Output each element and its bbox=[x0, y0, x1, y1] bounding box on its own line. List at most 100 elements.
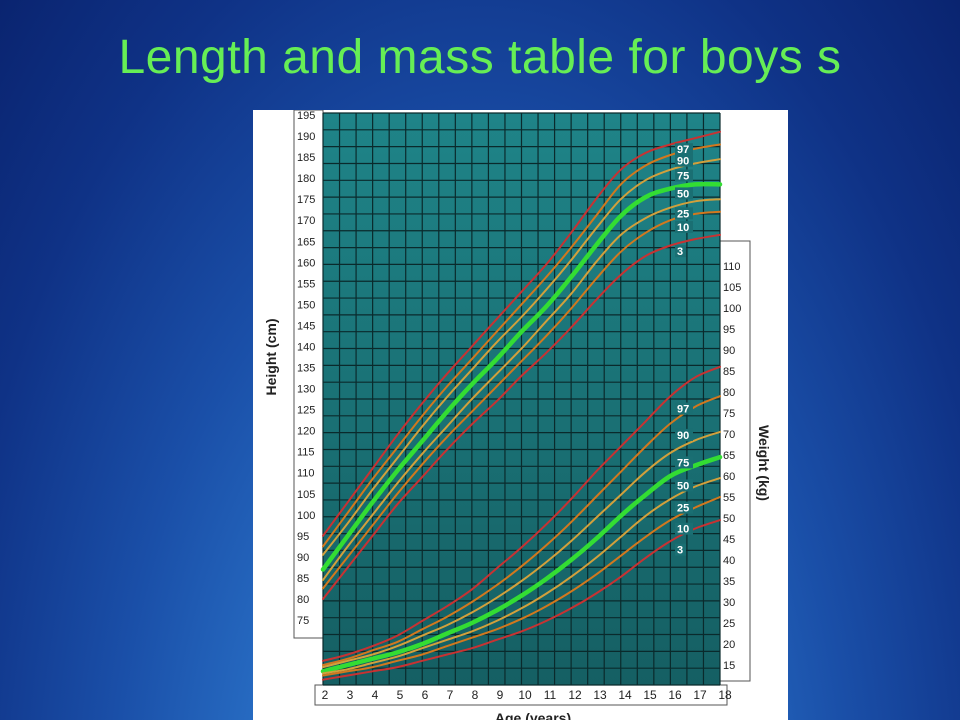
weight-tick-label: 80 bbox=[723, 387, 735, 399]
weight-axis-panel bbox=[719, 240, 751, 682]
height-tick-label: 90 bbox=[297, 552, 309, 564]
age-tick-label: 9 bbox=[497, 688, 504, 702]
age-tick-label: 8 bbox=[472, 688, 479, 702]
weight-label-p3: 3 bbox=[677, 545, 683, 557]
weight-tick-label: 95 bbox=[723, 324, 735, 336]
weight-tick-label: 20 bbox=[723, 639, 735, 651]
age-tick-label: 18 bbox=[718, 688, 732, 702]
height-label-p50: 50 bbox=[677, 188, 689, 200]
age-tick-label: 13 bbox=[593, 688, 607, 702]
age-tick-label: 3 bbox=[347, 688, 354, 702]
height-tick-label: 165 bbox=[297, 236, 315, 248]
height-label-bg-p3 bbox=[675, 245, 686, 258]
height-axis-panel bbox=[293, 110, 324, 639]
weight-tick-label: 40 bbox=[723, 555, 735, 567]
height-tick-label: 110 bbox=[297, 468, 315, 480]
height-tick-label: 85 bbox=[297, 573, 309, 585]
height-label-bg-p90 bbox=[675, 154, 693, 167]
height-tick-label: 140 bbox=[297, 341, 315, 353]
height-label-p90: 90 bbox=[677, 156, 689, 168]
height-curve-p10 bbox=[322, 210, 721, 590]
height-label-p97: 97 bbox=[677, 144, 689, 156]
weight-tick-label: 25 bbox=[723, 618, 735, 630]
weight-label-p75: 75 bbox=[677, 457, 689, 469]
weight-tick-label: 105 bbox=[723, 282, 741, 294]
height-tick-label: 80 bbox=[297, 594, 309, 606]
height-label-p10: 10 bbox=[677, 222, 689, 234]
age-tick-label: 12 bbox=[568, 688, 582, 702]
age-tick-label: 7 bbox=[447, 688, 454, 702]
age-tick-label: 10 bbox=[518, 688, 532, 702]
height-tick-label: 75 bbox=[297, 615, 309, 627]
height-tick-label: 180 bbox=[297, 173, 315, 185]
height-label-bg-p25 bbox=[675, 207, 693, 220]
weight-tick-label: 70 bbox=[723, 429, 735, 441]
height-tick-label: 145 bbox=[297, 320, 315, 332]
height-tick-label: 190 bbox=[297, 131, 315, 143]
height-label-bg-p50 bbox=[675, 187, 693, 200]
height-tick-label: 100 bbox=[297, 510, 315, 522]
slide-title: Length and mass table for boys s bbox=[118, 31, 842, 84]
weight-curve-p90 bbox=[322, 395, 721, 666]
height-label-bg-p97 bbox=[675, 143, 693, 156]
weight-tick-label: 100 bbox=[723, 303, 741, 315]
age-tick-label: 17 bbox=[693, 688, 707, 702]
height-tick-label: 155 bbox=[297, 278, 315, 290]
height-tick-label: 195 bbox=[297, 110, 315, 122]
height-curve-p97 bbox=[322, 130, 721, 537]
weight-curve-p3 bbox=[322, 519, 721, 681]
height-tick-label: 135 bbox=[297, 363, 315, 375]
weight-label-bg-p50 bbox=[675, 479, 693, 492]
growth-chart: 97 90 75 50 25 10 3 97 90 75 50 25 10 3 75 80 85 90 95 100… bbox=[253, 110, 788, 720]
height-tick-label: 185 bbox=[297, 152, 315, 164]
height-tick-label: 160 bbox=[297, 257, 315, 269]
height-curve-p90 bbox=[322, 143, 721, 548]
height-label-p25: 25 bbox=[677, 208, 689, 220]
height-tick-label: 115 bbox=[297, 447, 315, 459]
weight-tick-label: 50 bbox=[723, 513, 735, 525]
weight-tick-label: 85 bbox=[723, 366, 735, 378]
age-tick-label: 16 bbox=[668, 688, 682, 702]
height-axis-title: Height (cm) bbox=[263, 319, 279, 396]
weight-label-bg-p25 bbox=[675, 501, 693, 514]
weight-tick-label: 75 bbox=[723, 408, 735, 420]
height-curve-p50 bbox=[320, 181, 723, 572]
weight-label-p90: 90 bbox=[677, 430, 689, 442]
weight-tick-label: 15 bbox=[723, 660, 735, 672]
weight-curve-p75 bbox=[322, 430, 721, 669]
age-axis-title: Age (years) bbox=[495, 710, 571, 720]
age-tick-label: 4 bbox=[372, 688, 379, 702]
height-tick-label: 170 bbox=[297, 215, 315, 227]
weight-tick-label: 65 bbox=[723, 450, 735, 462]
height-tick-label: 120 bbox=[297, 426, 315, 438]
weight-label-p97: 97 bbox=[677, 404, 689, 416]
height-tick-label: 175 bbox=[297, 194, 315, 206]
height-label-p3: 3 bbox=[677, 246, 683, 258]
weight-tick-label: 30 bbox=[723, 597, 735, 609]
height-tick-label: 130 bbox=[297, 384, 315, 396]
weight-tick-label: 60 bbox=[723, 471, 735, 483]
height-label-bg-p75 bbox=[675, 169, 693, 182]
weight-tick-label: 110 bbox=[723, 261, 741, 273]
height-curve-p25 bbox=[322, 198, 721, 581]
weight-tick-label: 45 bbox=[723, 534, 735, 546]
weight-label-p10: 10 bbox=[677, 524, 689, 536]
weight-label-p25: 25 bbox=[677, 503, 689, 515]
height-tick-label: 105 bbox=[297, 489, 315, 501]
height-curve-p3 bbox=[322, 233, 721, 600]
weight-label-bg-p3 bbox=[675, 543, 686, 556]
weight-curve-p97 bbox=[322, 365, 721, 662]
height-curve-p75 bbox=[322, 158, 721, 556]
weight-axis-title: Weight (kg) bbox=[756, 425, 772, 501]
height-label-p75: 75 bbox=[677, 170, 689, 182]
height-tick-label: 150 bbox=[297, 299, 315, 311]
weight-label-p50: 50 bbox=[677, 481, 689, 493]
age-tick-label: 15 bbox=[643, 688, 657, 702]
weight-label-bg-p75 bbox=[675, 456, 693, 469]
height-label-bg-p10 bbox=[675, 220, 693, 233]
weight-tick-label: 55 bbox=[723, 492, 735, 504]
weight-curve-p10 bbox=[322, 496, 721, 677]
weight-tick-label: 35 bbox=[723, 576, 735, 588]
weight-tick-label: 90 bbox=[723, 345, 735, 357]
weight-label-bg-p97 bbox=[675, 402, 693, 415]
